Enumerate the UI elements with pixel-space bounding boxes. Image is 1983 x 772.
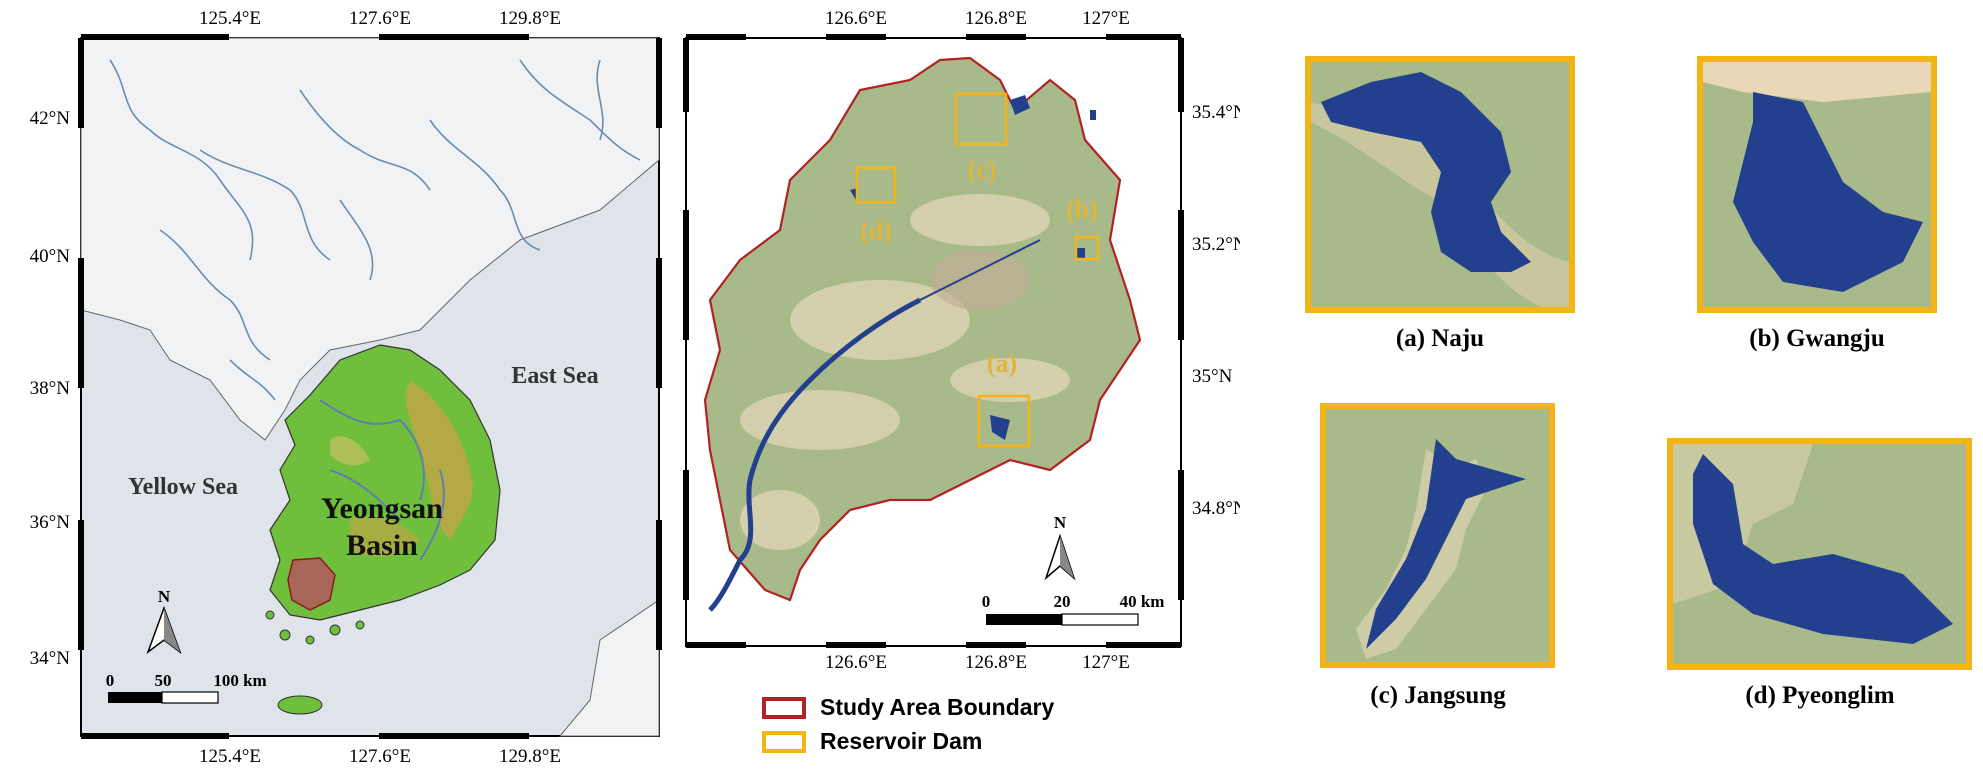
inset-jangsung-caption: (c) Jangsung [1370,682,1506,709]
map2-bottom-tick-1: 126.6°E [825,652,887,673]
inset-naju-caption: (a) Naju [1395,325,1485,352]
reservoir-gwangju-shape [1733,92,1923,292]
jeju-island [277,695,323,715]
map2-right-tick-2: 35.2°N [1192,234,1240,255]
reservoir-dam-boxes [855,92,1100,448]
map1-bottom-tick-3: 129.8°E [499,746,561,767]
yeongsan-river [708,297,922,612]
map1-top-tick-1: 125.4°E [199,8,261,29]
yeongsan-basin-map: (a) (b) (c) (d) 126.6°E 126.8°E 127°E 12… [683,8,1240,673]
map1-left-tick-4: 36°N [30,512,71,533]
map1-scale-bar: 0 50 100 km [106,671,267,704]
map1-left-tick-3: 38°N [30,378,71,399]
inset-gwangju-caption: (b) Gwangju [1749,325,1885,352]
map1-top-tick-3: 129.8°E [499,8,561,29]
inset-pyeonglim [1667,438,1972,670]
site-label-c: (c) [968,155,997,184]
map1-bottom-tick-2: 127.6°E [349,746,411,767]
inset-jangsung [1320,403,1555,668]
map1-left-tick-5: 34°N [30,648,71,669]
reservoir-pyeonglim-shape [1693,454,1953,644]
map2-bottom-tick-2: 126.8°E [965,652,1027,673]
legend-dam-label: Reservoir Dam [820,728,983,754]
river-lines [109,59,641,401]
map2-top-tick-2: 126.8°E [965,8,1027,29]
map2-bottom-tick-3: 127°E [1082,652,1130,673]
map2-right-tick-3: 35°N [1192,366,1233,387]
site-label-a: (a) [987,349,1017,378]
map1-scale-0: 0 [106,671,115,690]
map2-scale-0: 0 [982,592,991,611]
map1-bottom-tick-1: 125.4°E [199,746,261,767]
map1-north-label: N [158,587,171,606]
inset-gwangju [1697,56,1937,313]
map2-right-tick-4: 34.8°N [1192,498,1240,519]
map2-top-tick-1: 126.6°E [825,8,887,29]
inset-naju [1305,56,1575,313]
map2-scale-40: 40 km [1120,592,1165,611]
map2-top-tick-3: 127°E [1082,8,1130,29]
site-label-d: (d) [860,217,892,246]
map1-top-tick-2: 127.6°E [349,8,411,29]
basin-label-line1: Yeongsan [321,492,443,525]
site-label-b: (b) [1066,195,1098,224]
map1-left-tick-1: 42°N [30,108,71,129]
east-sea-label: East Sea [511,363,598,389]
map1-scale-100: 100 km [213,671,266,690]
map2-north-arrow-icon: N [1044,513,1076,581]
north-arrow-icon: N [146,587,182,655]
legend-dam: Reservoir Dam [762,728,982,755]
reservoir-jangsung-shape [1366,439,1526,649]
yeongsan-basin-area [287,557,336,611]
map1-left-tick-2: 40°N [30,246,71,267]
basin-label-line2: Basin [346,529,418,562]
reservoir-naju-shape [1321,72,1531,272]
map2-right-tick-1: 35.4°N [1192,102,1240,123]
map2-scale-bar: 0 20 40 km [982,592,1165,626]
map1-scale-50: 50 [155,671,172,690]
yellow-sea-label: Yellow Sea [128,474,238,500]
map2-scale-20: 20 [1054,592,1071,611]
dam-swatch [762,730,806,753]
korea-overview-map: 125.4°E 127.6°E 129.8°E 125.4°E 127.6°E … [30,8,662,767]
legend-boundary-label: Study Area Boundary [820,694,1055,720]
boundary-swatch [762,696,806,719]
map2-north-label: N [1054,513,1067,532]
inset-pyeonglim-caption: (d) Pyeonglim [1745,682,1895,709]
legend-boundary: Study Area Boundary [762,694,1054,721]
